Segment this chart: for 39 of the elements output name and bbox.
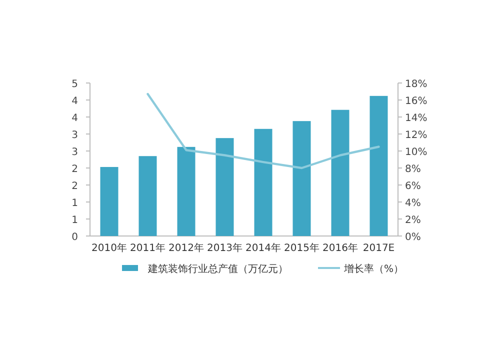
legend-label: 建筑装饰行业总产值（万亿元） [147,263,288,275]
y-tick-label: 5 [72,79,78,90]
bar [216,138,234,236]
y-tick-label: 3 [72,147,78,158]
y2-tick-label: 8% [405,164,421,175]
x-tick-label: 2012年 [168,242,204,254]
x-tick-label: 2014年 [246,242,281,254]
bar [331,110,350,236]
x-tick-label: 2013年 [207,242,242,254]
x-tick-label: 2010年 [92,242,127,254]
bar [177,146,196,236]
y-tick-label: 2 [72,164,78,175]
y2-tick-label: 16% [405,96,428,107]
x-tick-label: 2016年 [322,242,358,254]
y2-tick-label: 10% [405,147,428,158]
y2-tick-label: 18% [405,79,428,90]
y2-tick-label: 2% [405,215,421,226]
bar [292,121,311,236]
y-tick-label: 4 [72,96,78,107]
y-tick-label: 1 [72,198,78,209]
y-tick-label: 2 [72,181,78,192]
y-tick-label: 3 [72,130,78,141]
bar [100,166,118,236]
line-series [146,92,380,170]
y2-tick-label: 4% [405,198,421,209]
bar [138,156,157,236]
legend-label: 增长率（%） [343,263,404,275]
x-tick-label: 2017E [362,243,395,254]
y-tick-label: 0 [72,232,78,243]
y-tick-label: 1 [72,215,78,226]
x-tick-label: 2011年 [130,242,166,254]
y2-tick-label: 14% [405,113,428,124]
y-tick-label: 4 [72,113,78,124]
bar [370,96,388,236]
y2-tick-label: 0% [405,232,421,243]
y2-tick-label: 6% [405,181,421,192]
y2-tick-label: 12% [405,130,428,141]
bar [254,128,272,236]
x-tick-label: 2015年 [284,242,320,254]
